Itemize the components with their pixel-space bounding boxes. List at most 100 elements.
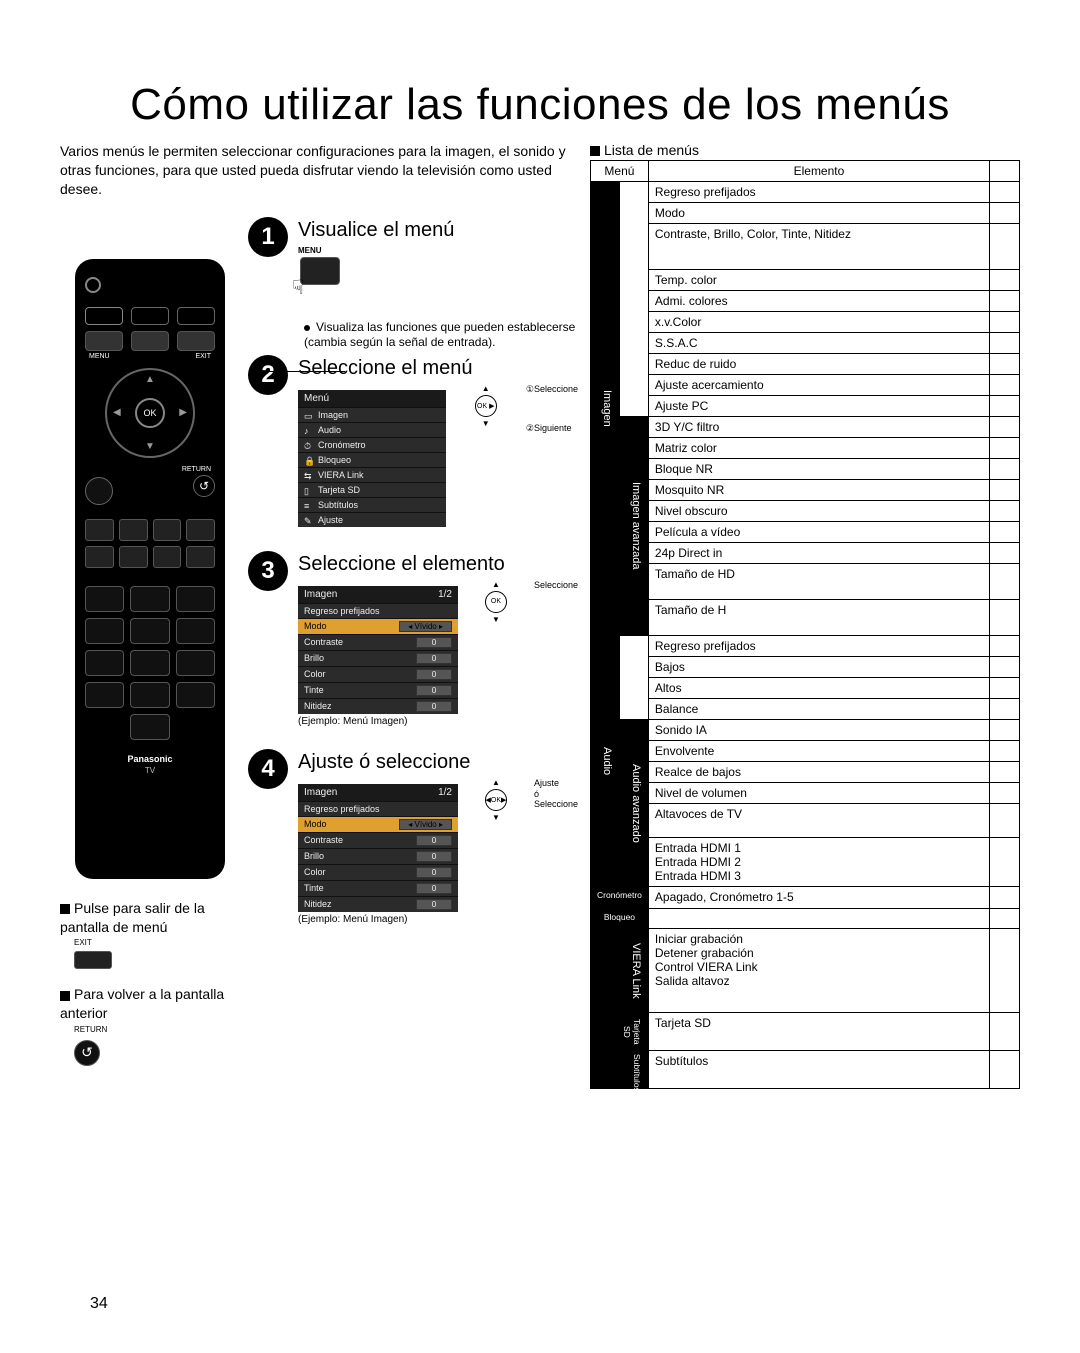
r-i5: x.v.Color [648, 312, 989, 333]
r-ia7: Tamaño de HD [648, 564, 989, 600]
r-b0 [648, 909, 989, 929]
vl-sub: Subtítulos [591, 1051, 649, 1089]
s4r4: Color [304, 867, 326, 877]
th-menu: Menú [591, 161, 649, 182]
s3h: Imagen [304, 589, 337, 600]
step1-small: MENU [298, 246, 578, 255]
s4h: Imagen [304, 787, 337, 798]
r-ia2: Bloque NR [648, 459, 989, 480]
mi4: VIERA Link [318, 470, 364, 480]
r-ia8: Tamaño de H [648, 600, 989, 636]
r-ia5: Película a vídeo [648, 522, 989, 543]
menu-table: Menú Elemento Imagen Regreso prefijados … [590, 160, 1020, 1089]
r-aa4: Altavoces de TV [648, 804, 989, 838]
r-i1: Modo [648, 203, 989, 224]
s2-next: Siguiente [534, 423, 572, 433]
vl-sd: Tarjeta SD [591, 1013, 649, 1051]
r-i3: Temp. color [648, 270, 989, 291]
s4-sel: Seleccione [534, 799, 578, 809]
s3r3: Brillo [304, 653, 324, 663]
r-i4: Admi. colores [648, 291, 989, 312]
s4-or: ó [534, 789, 539, 799]
r-a1: Bajos [648, 657, 989, 678]
vl-viera: VIERA Link [591, 929, 649, 1013]
s3-caption: (Ejemplo: Menú Imagen) [298, 716, 458, 727]
brand-label: Panasonic [85, 754, 215, 764]
s4-caption: (Ejemplo: Menú Imagen) [298, 914, 458, 925]
s3r4: Color [304, 669, 326, 679]
return-small: RETURN [74, 1025, 240, 1036]
s3-select: Seleccione [534, 580, 578, 590]
r-aa1: Envolvente [648, 741, 989, 762]
step1-title: Visualice el menú [298, 219, 578, 242]
return-icon: ↺ [74, 1040, 100, 1066]
r-ia1: Matriz color [648, 438, 989, 459]
finger-icon: ☟ [292, 275, 578, 300]
r-i0: Regreso prefijados [648, 182, 989, 203]
s3r1: Modo [304, 621, 327, 631]
r-i8: Ajuste acercamiento [648, 375, 989, 396]
intro-text: Varios menús le permiten seleccionar con… [60, 142, 580, 199]
return-help: Para volver a la pantalla anterior [60, 986, 224, 1021]
r-ia3: Mosquito NR [648, 480, 989, 501]
s4r6: Nitidez [304, 899, 332, 909]
s3r0: Regreso prefijados [304, 606, 380, 616]
s3r2: Contraste [304, 637, 343, 647]
mi0: Imagen [318, 410, 348, 420]
page-number: 34 [90, 1295, 108, 1313]
r-i2: Contraste, Brillo, Color, Tinte, Nitidez [648, 224, 989, 270]
step2-title: Seleccione el menú [298, 357, 578, 380]
vl-bloqueo: Bloqueo [591, 909, 649, 929]
r-v0: Iniciar grabación Detener grabación Cont… [648, 929, 989, 1013]
mi3: Bloqueo [318, 455, 351, 465]
mi5: Tarjeta SD [318, 485, 360, 495]
r-a3: Balance [648, 699, 989, 720]
menu-panel: Menú ▭Imagen ♪Audio ⏱Cronómetro 🔒Bloqueo… [298, 390, 446, 527]
r-ia4: Nivel obscuro [648, 501, 989, 522]
r-aa0: Sonido IA [648, 720, 989, 741]
step-4: 4 Ajuste ó seleccione Imagen1/2 Regreso … [248, 751, 578, 925]
image-panel-3: Imagen1/2 Regreso prefijados Modo◂ Vívid… [298, 586, 458, 714]
step-1: 1 Visualice el menú MENU ☟ Visualiza las… [248, 219, 578, 351]
r-sub0: Subtítulos [648, 1051, 989, 1089]
remote-control: MENU EXIT ▲ ▼ ◀ ▶ OK RETURN [75, 259, 225, 879]
s4-adj: Ajuste [534, 778, 559, 788]
step1-desc: Visualiza las funciones que pueden estab… [304, 320, 575, 350]
mi7: Ajuste [318, 515, 343, 525]
s3pg: 1/2 [438, 589, 452, 600]
dpad: ▲ ▼ ◀ ▶ OK [105, 368, 195, 458]
r-a0: Regreso prefijados [648, 636, 989, 657]
r-aa5: Entrada HDMI 1 Entrada HDMI 2 Entrada HD… [648, 838, 989, 887]
r-aa2: Realce de bajos [648, 762, 989, 783]
r-sd0: Tarjeta SD [648, 1013, 989, 1051]
tv-label: TV [85, 766, 215, 775]
image-panel-4: Imagen1/2 Regreso prefijados Modo◂ Vívid… [298, 784, 458, 912]
s4r0: Regreso prefijados [304, 804, 380, 814]
page-title: Cómo utilizar las funciones de los menús [60, 80, 1020, 130]
ok-button: OK [135, 398, 165, 428]
step4-title: Ajuste ó seleccione [298, 751, 578, 774]
exit-label: EXIT [195, 353, 211, 360]
mi6: Subtítulos [318, 500, 358, 510]
r-i9: Ajuste PC [648, 396, 989, 417]
exit-icon [74, 951, 112, 969]
s4r5: Tinte [304, 883, 324, 893]
menu-label: MENU [89, 353, 110, 360]
s4pg: 1/2 [438, 787, 452, 798]
r-aa3: Nivel de volumen [648, 783, 989, 804]
th-elem: Elemento [648, 161, 989, 182]
step-3: 3 Seleccione el elemento Imagen1/2 Regre… [248, 553, 578, 727]
menu-header: Menú [298, 390, 446, 407]
s4r3: Brillo [304, 851, 324, 861]
step3-title: Seleccione el elemento [298, 553, 578, 576]
vl-audio: Audio [591, 636, 620, 887]
r-i7: Reduc de ruido [648, 354, 989, 375]
r-ia0: 3D Y/C filtro [648, 417, 989, 438]
s4r2: Contraste [304, 835, 343, 845]
s3r6: Nitidez [304, 701, 332, 711]
vl-imagen-avz: Imagen avanzada [619, 417, 648, 636]
r-ia6: 24p Direct in [648, 543, 989, 564]
s2-sel: Seleccione [534, 384, 578, 394]
vl-crono: Cronómetro [591, 887, 649, 909]
exit-small: EXIT [74, 938, 240, 949]
